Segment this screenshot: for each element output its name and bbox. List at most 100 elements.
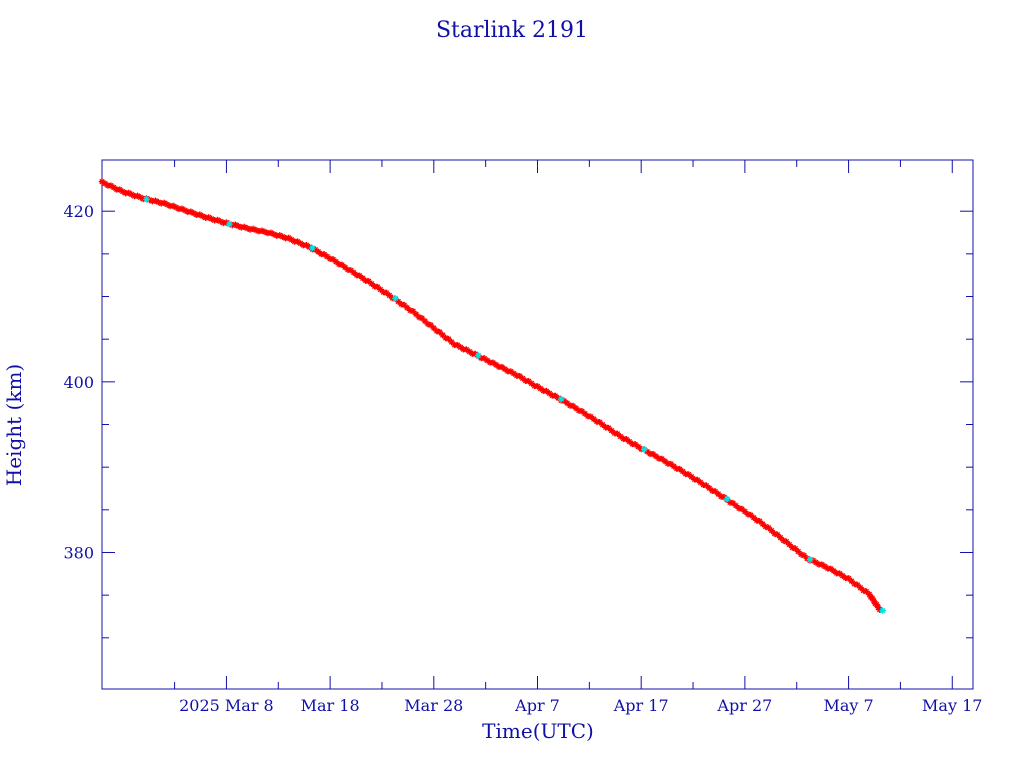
marker-stroke: [599, 422, 606, 428]
marker-stroke: [694, 477, 701, 483]
marker-stroke: [395, 298, 401, 305]
marker-stroke: [748, 512, 754, 518]
marker-stroke: [99, 178, 105, 185]
marker-stroke: [413, 311, 419, 317]
marker-stroke: [454, 342, 461, 348]
marker-stroke: [863, 588, 870, 595]
marker-stroke: [439, 332, 446, 338]
marker-stroke: [466, 348, 473, 355]
marker-stroke: [588, 413, 594, 420]
marker-stroke: [226, 221, 233, 227]
marker-stroke: [481, 355, 487, 362]
marker-stroke: [608, 427, 615, 434]
marker-stroke: [860, 587, 867, 594]
marker-stroke: [493, 362, 499, 368]
data-point-marker-accent: [723, 495, 731, 503]
marker-stroke: [143, 196, 150, 203]
marker-stroke: [662, 458, 668, 464]
marker-stroke: [277, 232, 283, 239]
data-point-marker: [418, 315, 426, 322]
marker-stroke: [819, 561, 825, 568]
marker-stroke: [730, 500, 736, 506]
marker-stroke: [268, 230, 274, 236]
data-point-marker-accent: [475, 352, 482, 359]
marker-stroke: [416, 314, 422, 320]
marker-stroke: [810, 557, 816, 564]
marker-stroke: [751, 515, 757, 521]
marker-stroke: [617, 433, 624, 440]
data-point-marker-accent: [226, 220, 233, 228]
marker-stroke: [428, 322, 434, 328]
marker-stroke: [780, 537, 787, 544]
marker-stroke: [321, 251, 327, 258]
marker-stroke: [851, 581, 858, 587]
marker-stroke: [783, 538, 790, 545]
marker-stroke: [401, 302, 407, 308]
data-point-marker: [845, 575, 852, 582]
marker-stroke: [448, 339, 455, 345]
marker-stroke: [262, 229, 268, 235]
marker-stroke: [339, 262, 345, 268]
marker-stroke: [253, 227, 259, 233]
x-tick-label: May 7: [823, 696, 873, 715]
data-series: [98, 178, 886, 614]
x-tick-label: Mar 18: [301, 696, 360, 715]
marker-stroke: [250, 226, 256, 232]
x-tick-label: Apr 7: [514, 696, 560, 715]
marker-stroke: [839, 573, 846, 579]
marker-stroke: [199, 213, 206, 219]
marker-stroke: [768, 527, 775, 534]
marker-stroke: [641, 446, 647, 453]
marker-stroke: [312, 246, 319, 253]
marker-stroke: [623, 436, 630, 442]
marker-stroke: [795, 548, 801, 555]
marker-stroke: [120, 188, 126, 195]
marker-stroke: [789, 544, 796, 551]
marker-stroke: [108, 182, 114, 189]
marker-stroke: [117, 186, 123, 193]
marker-stroke: [739, 506, 745, 512]
series-line: [101, 181, 881, 610]
marker-stroke: [848, 578, 855, 584]
data-point-marker: [581, 410, 589, 417]
marker-stroke: [801, 552, 807, 559]
marker-stroke: [644, 448, 650, 455]
marker-stroke: [528, 380, 535, 387]
marker-stroke: [786, 541, 793, 548]
marker-stroke: [546, 390, 553, 397]
marker-stroke: [857, 584, 864, 591]
marker-stroke: [285, 235, 292, 241]
marker-stroke: [519, 375, 526, 382]
data-point-marker-accent: [879, 607, 886, 614]
marker-stroke: [570, 403, 576, 409]
marker-stroke: [434, 328, 440, 334]
marker-stroke: [315, 249, 322, 255]
marker-stroke: [324, 253, 330, 260]
data-point-marker-accent: [392, 295, 399, 302]
marker-stroke: [508, 368, 514, 375]
marker-stroke: [525, 378, 532, 384]
marker-stroke: [445, 336, 452, 342]
marker-stroke: [558, 396, 564, 402]
y-tick-label: 380: [63, 543, 94, 562]
marker-stroke: [534, 383, 541, 390]
marker-stroke: [359, 275, 366, 281]
marker-stroke: [659, 456, 665, 462]
marker-stroke: [342, 264, 348, 270]
marker-stroke: [685, 471, 692, 478]
marker-stroke: [871, 598, 877, 604]
marker-stroke: [774, 531, 781, 538]
data-point-marker: [430, 324, 438, 332]
marker-stroke: [828, 566, 834, 572]
marker-stroke: [845, 575, 852, 582]
marker-stroke: [436, 329, 443, 335]
marker-stroke: [822, 563, 828, 570]
marker-stroke: [217, 218, 224, 225]
marker-stroke: [771, 530, 778, 537]
marker-stroke: [475, 352, 482, 359]
marker-stroke: [197, 211, 203, 218]
marker-stroke: [511, 370, 517, 377]
marker-stroke: [715, 491, 721, 497]
marker-stroke: [579, 408, 585, 414]
